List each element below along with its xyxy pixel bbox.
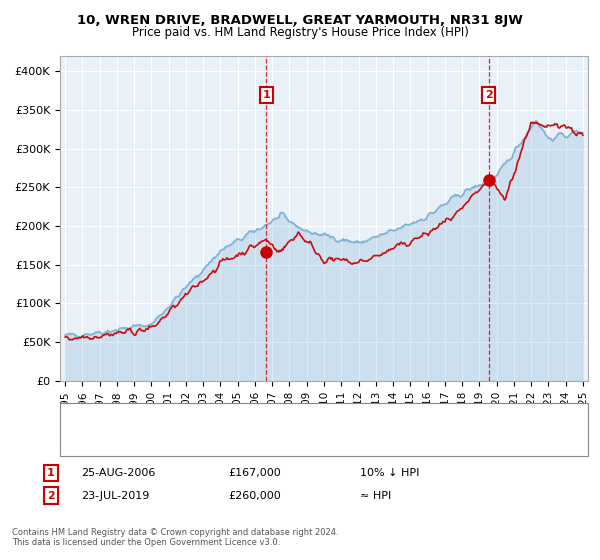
Text: 1: 1 bbox=[47, 468, 55, 478]
Text: 23-JUL-2019: 23-JUL-2019 bbox=[81, 491, 149, 501]
Text: 10, WREN DRIVE, BRADWELL, GREAT YARMOUTH, NR31 8JW (detached house): 10, WREN DRIVE, BRADWELL, GREAT YARMOUTH… bbox=[108, 413, 514, 423]
Text: £167,000: £167,000 bbox=[228, 468, 281, 478]
Text: 25-AUG-2006: 25-AUG-2006 bbox=[81, 468, 155, 478]
Text: 2: 2 bbox=[485, 90, 493, 100]
Text: Contains HM Land Registry data © Crown copyright and database right 2024.
This d: Contains HM Land Registry data © Crown c… bbox=[12, 528, 338, 547]
Text: 10, WREN DRIVE, BRADWELL, GREAT YARMOUTH, NR31 8JW: 10, WREN DRIVE, BRADWELL, GREAT YARMOUTH… bbox=[77, 14, 523, 27]
Text: HPI: Average price, detached house, Great Yarmouth: HPI: Average price, detached house, Grea… bbox=[108, 436, 383, 446]
Text: Price paid vs. HM Land Registry's House Price Index (HPI): Price paid vs. HM Land Registry's House … bbox=[131, 26, 469, 39]
Text: £260,000: £260,000 bbox=[228, 491, 281, 501]
Text: 10% ↓ HPI: 10% ↓ HPI bbox=[360, 468, 419, 478]
Text: ≈ HPI: ≈ HPI bbox=[360, 491, 391, 501]
Text: 1: 1 bbox=[262, 90, 270, 100]
Text: 2: 2 bbox=[47, 491, 55, 501]
